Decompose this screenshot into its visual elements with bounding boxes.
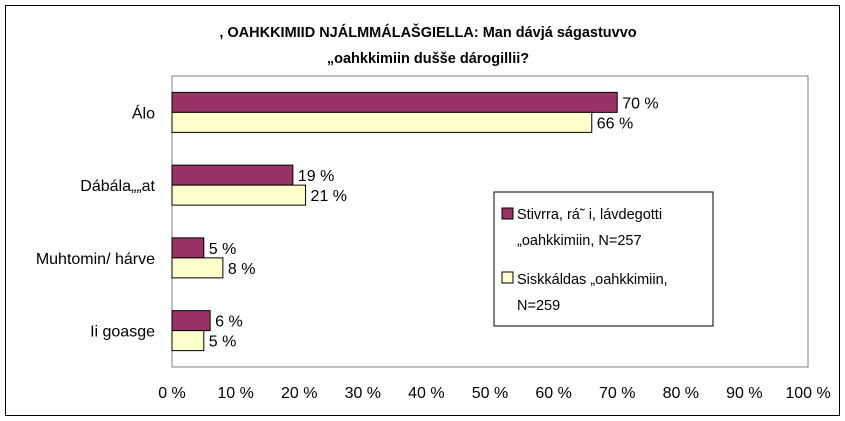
x-tick-label: 40 % (408, 385, 444, 402)
category-label: Ii goasge (90, 324, 155, 341)
bar-series-2 (171, 257, 224, 279)
x-tick-label: 20 % (281, 385, 317, 402)
legend-label-series-1-line-1: Stivrra, rá˜ i, lávdegotti (517, 207, 662, 223)
category-label: Muhtomin/ hárve (36, 251, 155, 268)
data-labels: 70 % 66 % 19 % 21 % 5 % 8 % 6 % 5 % (209, 95, 659, 350)
legend-label-series-1-line-2: „oahkkimiin, N=257 (517, 233, 642, 249)
bar-series-2 (171, 111, 593, 133)
x-tick-label: 10 % (217, 385, 253, 402)
legend-swatch-series-1 (501, 207, 514, 220)
data-label-series-1: 6 % (215, 314, 243, 331)
data-label-series-1: 70 % (622, 95, 658, 112)
x-tick-label: 80 % (663, 385, 699, 402)
category-label: Dábála„„at (80, 178, 155, 195)
chart-title-line-1: , OAHKKIMIID NJÁLMMÁLAŠGIELLA: Man dávjá… (219, 23, 636, 41)
data-label-series-1: 5 % (209, 241, 237, 258)
legend-box (493, 191, 714, 327)
category-labels: Álo Dábála„„at Muhtomin/ hárve Ii goasge (36, 103, 156, 340)
x-tick-label: 60 % (535, 385, 571, 402)
bar-series-2 (171, 184, 307, 206)
x-tick-label: 90 % (726, 385, 762, 402)
legend-label-series-2-line-1: Siskkáldas „oahkkimiin, (517, 272, 668, 288)
data-label-series-2: 66 % (597, 115, 633, 132)
bars (171, 91, 618, 352)
bar-series-2 (171, 330, 205, 352)
data-label-series-2: 5 % (209, 334, 237, 351)
x-axis-ticks: 0 % 10 % 20 % 30 % 40 % 50 % 60 % 70 % 80 % 90 % 1… (158, 385, 830, 402)
legend-label-series-2-line-2: N=259 (517, 298, 560, 314)
data-label-series-2: 8 % (228, 261, 256, 278)
category-label: Álo (132, 103, 155, 122)
legend-swatch-series-2 (501, 271, 514, 284)
bar-series-1 (171, 310, 211, 332)
x-tick-label: 0 % (158, 385, 186, 402)
x-tick-label: 30 % (345, 385, 381, 402)
bar-series-1 (171, 91, 618, 113)
bar-series-1 (171, 237, 205, 259)
legend: Stivrra, rá˜ i, lávdegotti „oahkkimiin, … (493, 191, 714, 327)
x-tick-label: 50 % (472, 385, 508, 402)
x-tick-label: 100 % (785, 385, 830, 402)
bar-series-1 (171, 164, 294, 186)
chart-title-line-2: „oahkkimiin dušše dárogillii? (327, 51, 529, 67)
data-label-series-1: 19 % (298, 168, 334, 185)
x-tick-label: 70 % (599, 385, 635, 402)
data-label-series-2: 21 % (311, 188, 347, 205)
